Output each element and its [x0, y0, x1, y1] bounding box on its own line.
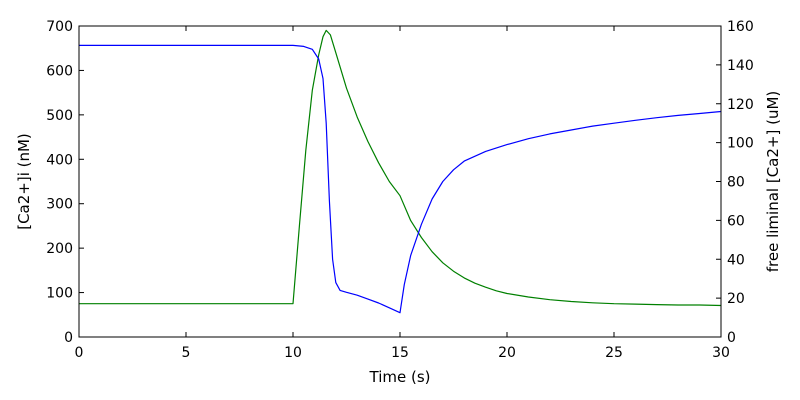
left-y-tick-label: 600: [46, 63, 73, 79]
right-y-tick-label: 80: [727, 175, 745, 191]
x-tick-label: 10: [284, 345, 302, 361]
series-layer: [79, 29, 722, 314]
left-y-tick-label: 400: [46, 152, 73, 168]
right-y-tick-label: 20: [727, 291, 745, 307]
right-y-axis-label: free liminal [Ca2+] (uM): [764, 91, 782, 273]
left-y-tick-label: 200: [46, 241, 73, 257]
right-y-tick-label: 0: [727, 330, 736, 346]
right-y-tick-label: 100: [727, 136, 754, 152]
left-y-tick-label: 700: [46, 19, 73, 35]
left-y-tick-label: 100: [46, 286, 73, 302]
right-y-tick-label: 60: [727, 213, 745, 229]
series-line-left-axis: [79, 29, 722, 307]
x-tick-label: 30: [712, 345, 730, 361]
left-y-axis-ticks: 0 100 200 300 400 500 600 700: [46, 19, 84, 346]
right-y-tick-label: 40: [727, 252, 745, 268]
x-axis-ticks: 0 5 10 15 20 25 30: [75, 26, 730, 361]
left-y-axis-label: [Ca2+]i (nM): [15, 133, 33, 230]
left-y-tick-label: 500: [46, 108, 73, 124]
x-tick-label: 0: [75, 345, 84, 361]
right-y-tick-label: 140: [727, 58, 754, 74]
right-y-tick-label: 160: [727, 19, 754, 35]
x-axis-label: Time (s): [369, 368, 431, 386]
series-line-right-axis: [79, 44, 722, 314]
x-tick-label: 15: [391, 345, 409, 361]
right-y-axis-ticks: 0 20 40 60 80 100 120 140 160: [716, 19, 754, 346]
x-tick-label: 20: [498, 345, 516, 361]
x-tick-label: 25: [605, 345, 623, 361]
left-y-tick-label: 0: [64, 330, 73, 346]
left-y-tick-label: 300: [46, 197, 73, 213]
x-tick-label: 5: [182, 345, 191, 361]
right-y-tick-label: 120: [727, 97, 754, 113]
